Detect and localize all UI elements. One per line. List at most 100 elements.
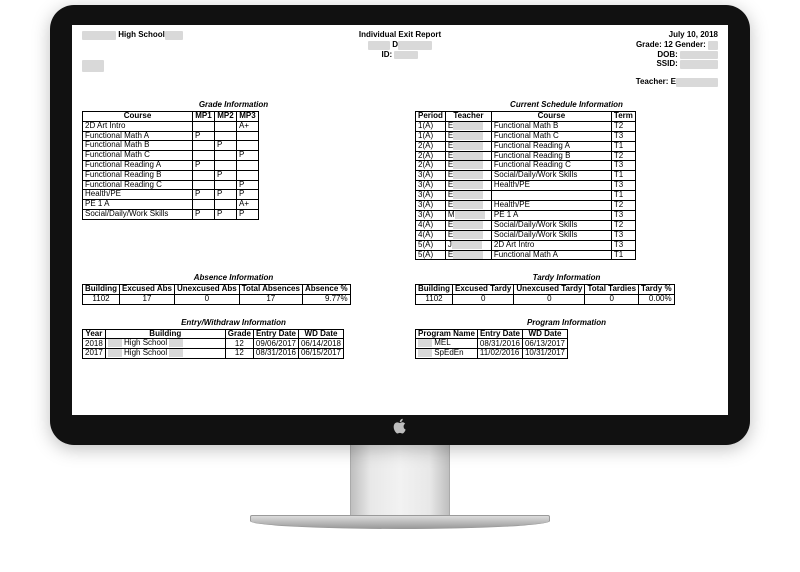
entry-withdraw-table: YearBuildingGradeEntry DateWD Date 2018 … bbox=[82, 329, 344, 360]
cell: T3 bbox=[611, 210, 635, 220]
cell: 4(A) bbox=[416, 230, 446, 240]
cell: E bbox=[445, 121, 491, 131]
cell: P bbox=[193, 209, 215, 219]
program-section-title: Program Information bbox=[415, 319, 718, 328]
cell: 2D Art Intro bbox=[83, 121, 193, 131]
table-row: 5(A)J2D Art IntroT3 bbox=[416, 240, 636, 250]
cell bbox=[491, 191, 611, 201]
tardy-section-title: Tardy Information bbox=[415, 274, 718, 283]
cell: M bbox=[445, 210, 491, 220]
cell: Functional Math C bbox=[83, 151, 193, 161]
cell: T3 bbox=[611, 131, 635, 141]
left-column: Grade Information CourseMP1MP2MP3 2D Art… bbox=[82, 95, 385, 260]
gender-label: Gender: bbox=[673, 40, 708, 49]
cell: PE 1 A bbox=[83, 200, 193, 210]
school-suffix-blur bbox=[165, 31, 183, 40]
table-row: 3(A)EHealth/PET2 bbox=[416, 201, 636, 211]
id-label: ID: bbox=[382, 50, 395, 59]
gender-blur bbox=[708, 41, 718, 50]
cell: Functional Reading C bbox=[491, 161, 611, 171]
cell: T3 bbox=[611, 240, 635, 250]
cell bbox=[193, 151, 215, 161]
cell: Functional Math C bbox=[491, 131, 611, 141]
dob-blur bbox=[680, 51, 718, 60]
cell: A+ bbox=[237, 200, 259, 210]
column-header: Grade bbox=[225, 329, 253, 339]
cell bbox=[215, 160, 237, 170]
grade-section-title: Grade Information bbox=[82, 101, 385, 110]
cell: 10/31/2017 bbox=[522, 349, 567, 359]
cell: E bbox=[445, 171, 491, 181]
column-header: Course bbox=[83, 111, 193, 121]
cell: Functional Reading A bbox=[491, 141, 611, 151]
cell: Health/PE bbox=[491, 201, 611, 211]
teacher-label: Teacher: E bbox=[636, 77, 676, 86]
cell: 3(A) bbox=[416, 210, 446, 220]
cell: 08/31/2016 bbox=[477, 339, 522, 349]
cell: E bbox=[445, 181, 491, 191]
cell: Functional Math B bbox=[491, 121, 611, 131]
cell: 1102 bbox=[416, 295, 453, 305]
cell: P bbox=[237, 151, 259, 161]
cell: E bbox=[445, 161, 491, 171]
cell bbox=[193, 170, 215, 180]
cell: T2 bbox=[611, 151, 635, 161]
table-row: 5(A)EFunctional Math AT1 bbox=[416, 250, 636, 260]
student-name-blur bbox=[368, 41, 390, 50]
apple-logo-icon bbox=[393, 418, 407, 437]
monitor-stand-neck bbox=[350, 445, 450, 515]
report-date: July 10, 2018 bbox=[508, 31, 718, 40]
cell: T3 bbox=[611, 181, 635, 191]
cell: 17 bbox=[239, 295, 302, 305]
cell: P bbox=[215, 190, 237, 200]
student-name-blur2 bbox=[398, 41, 432, 50]
cell: Social/Daily/Work Skills bbox=[491, 171, 611, 181]
logo-blur bbox=[82, 60, 104, 72]
cell bbox=[193, 141, 215, 151]
column-header: WD Date bbox=[522, 329, 567, 339]
cell: 5(A) bbox=[416, 250, 446, 260]
cell bbox=[237, 160, 259, 170]
header-row-3: ID: DOB: bbox=[82, 51, 718, 60]
column-header: Building bbox=[105, 329, 225, 339]
cell: 2017 bbox=[83, 349, 106, 359]
monitor-stand-base bbox=[250, 515, 550, 529]
cell: Functional Reading B bbox=[491, 151, 611, 161]
cell: P bbox=[193, 131, 215, 141]
cell: E bbox=[445, 131, 491, 141]
cell bbox=[237, 131, 259, 141]
cell: E bbox=[445, 220, 491, 230]
report-header: High School Individual Exit Report July … bbox=[82, 31, 718, 40]
cell: 9.77% bbox=[302, 295, 350, 305]
cell: E bbox=[445, 191, 491, 201]
column-header: Entry Date bbox=[477, 329, 522, 339]
monitor-bezel: High School Individual Exit Report July … bbox=[50, 5, 750, 445]
table-row: 2018 High School 1209/06/201706/14/2018 bbox=[83, 339, 344, 349]
cell: 12 bbox=[225, 339, 253, 349]
cell: A+ bbox=[237, 121, 259, 131]
table-row: MEL08/31/201606/13/2017 bbox=[416, 339, 568, 349]
cell: 3(A) bbox=[416, 201, 446, 211]
student-name-prefix: D bbox=[390, 40, 398, 49]
table-row: Social/Daily/Work SkillsPPP bbox=[83, 209, 259, 219]
table-row: 3(A)MPE 1 AT3 bbox=[416, 210, 636, 220]
column-header: Term bbox=[611, 111, 635, 121]
absence-section-title: Absence Information bbox=[82, 274, 385, 283]
cell: Functional Reading B bbox=[83, 170, 193, 180]
schedule-table: PeriodTeacherCourseTerm 1(A)EFunctional … bbox=[415, 111, 636, 260]
cell: 0 bbox=[514, 295, 585, 305]
cell: T1 bbox=[611, 191, 635, 201]
grade-value: 12 bbox=[664, 40, 673, 49]
cell: 0.00% bbox=[639, 295, 675, 305]
cell: E bbox=[445, 141, 491, 151]
grade-table: CourseMP1MP2MP3 2D Art IntroA+Functional… bbox=[82, 111, 259, 220]
cell: Social/Daily/Work Skills bbox=[491, 220, 611, 230]
cell bbox=[215, 151, 237, 161]
table-row: Functional Reading AP bbox=[83, 160, 259, 170]
cell: Social/Daily/Work Skills bbox=[83, 209, 193, 219]
table-row: 2D Art Intro A+ bbox=[83, 121, 259, 131]
cell: P bbox=[193, 190, 215, 200]
cell: 3(A) bbox=[416, 191, 446, 201]
cell: T3 bbox=[611, 230, 635, 240]
cell: 2(A) bbox=[416, 151, 446, 161]
